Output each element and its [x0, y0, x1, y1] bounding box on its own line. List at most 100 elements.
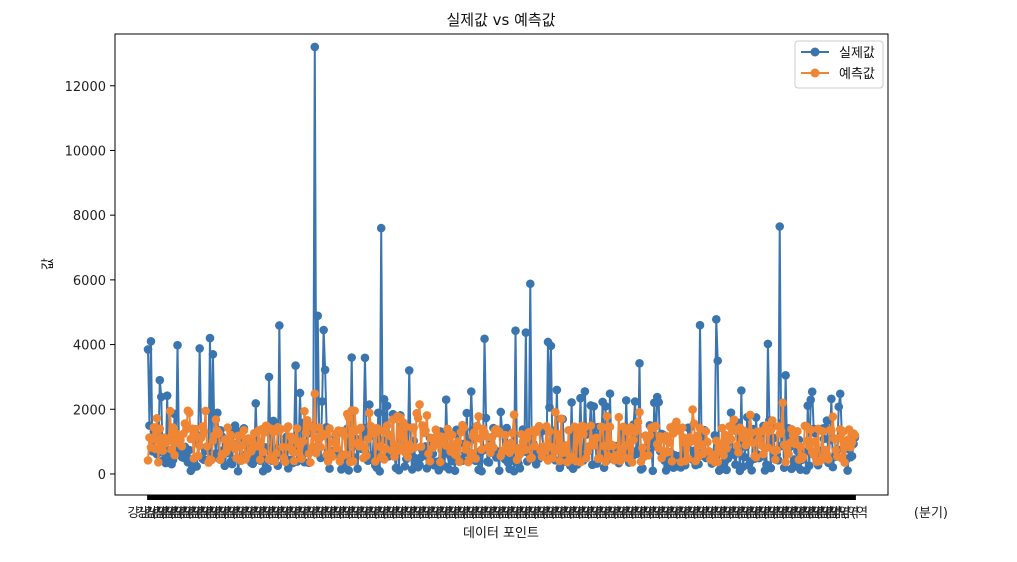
predicted-point — [644, 451, 653, 460]
predicted-point — [348, 457, 358, 466]
predicted-point — [455, 457, 464, 467]
x-tick-label: 강남(역 — [172, 506, 213, 521]
predicted-point — [627, 458, 637, 467]
predicted-point — [633, 417, 643, 427]
predicted-point — [415, 400, 424, 409]
actual-point — [360, 353, 370, 363]
actual-point — [843, 466, 852, 475]
x-axis-label: 데이터 포인트 — [463, 526, 539, 541]
predicted-point — [340, 431, 349, 440]
actual-point — [347, 353, 356, 362]
x-tick-label: 강남(역 — [650, 506, 691, 521]
x-tick-label: 강남(역 — [198, 506, 239, 521]
predicted-point — [185, 408, 194, 418]
predicted-point — [385, 430, 395, 440]
actual-point — [213, 408, 222, 418]
actual-point — [835, 389, 845, 399]
predicted-point — [220, 435, 230, 444]
x-tick-label: 강남(역 — [367, 506, 408, 521]
predicted-point — [238, 441, 247, 450]
predicted-point — [509, 410, 519, 419]
x-tick-label: 강남(역 — [234, 506, 275, 521]
actual-point — [185, 445, 194, 455]
actual-point — [462, 408, 472, 418]
predicted-point — [143, 456, 153, 465]
actual-point — [847, 451, 857, 461]
x-tick-label: 강남(역 — [243, 506, 284, 521]
actual-point — [269, 416, 278, 426]
x-tick-label: 강남(역 — [694, 506, 735, 521]
actual-point — [227, 459, 237, 469]
x-tick-label: 강남(역 — [393, 506, 434, 521]
predicted-point — [602, 411, 612, 421]
predicted-point — [211, 415, 221, 424]
actual-point — [722, 465, 731, 475]
predicted-point — [474, 412, 483, 421]
predicted-point — [154, 458, 163, 467]
predicted-point — [441, 441, 451, 450]
actual-point — [806, 395, 816, 405]
predicted-point — [629, 435, 638, 445]
predicted-point — [663, 447, 672, 457]
actual-point — [275, 321, 284, 330]
predicted-point — [614, 412, 624, 422]
actual-point — [781, 371, 790, 380]
x-tick-label: 강남(역 — [721, 506, 762, 521]
actual-point — [313, 311, 323, 321]
actual-point — [375, 466, 385, 476]
x-tick-label: 강남(역 — [313, 506, 354, 521]
predicted-point — [556, 414, 566, 424]
predicted-point — [170, 450, 179, 460]
actual-point — [711, 315, 721, 324]
x-tick-label: 강남(역 — [269, 506, 310, 521]
predicted-point — [759, 449, 768, 459]
x-tick-label: 강남(역 — [685, 506, 726, 521]
x-tick-label: 강남(역 — [136, 506, 177, 521]
x-tick-label: 강남(역 — [225, 506, 266, 521]
actual-point — [220, 461, 230, 471]
predicted-point — [555, 456, 565, 466]
predicted-point — [635, 407, 644, 417]
predicted-point — [834, 433, 844, 443]
x-tick-label: 강남(역 — [553, 506, 594, 521]
predicted-point — [734, 448, 743, 457]
predicted-point — [207, 455, 216, 465]
x-tick-label: 강남(역 — [747, 506, 788, 521]
predicted-point — [469, 428, 479, 437]
x-tick-label: 강남(역 — [765, 506, 806, 521]
actual-point — [353, 464, 362, 474]
x-tick-label: 강남(역 — [163, 506, 204, 521]
actual-point — [502, 423, 511, 433]
predicted-point — [289, 456, 299, 466]
predicted-point — [809, 450, 818, 460]
predicted-point — [435, 457, 445, 467]
predicted-point — [561, 441, 571, 450]
predicted-point — [298, 437, 308, 446]
x-tick-label: 강남(역 — [499, 506, 540, 521]
x-tick-label: 강남(역 — [207, 506, 248, 521]
predicted-point — [171, 429, 181, 438]
x-tick-label: 강남(역 — [154, 506, 195, 521]
legend: 실제값 예측값 — [794, 40, 884, 89]
predicted-point — [471, 454, 480, 463]
predicted-point — [548, 453, 557, 463]
predicted-point — [818, 426, 827, 436]
predicted-point — [586, 421, 596, 430]
predicted-point — [667, 457, 677, 466]
predicted-point — [390, 452, 399, 461]
predicted-point — [726, 434, 736, 444]
actual-point — [766, 463, 776, 473]
predicted-point — [545, 427, 554, 436]
predicted-point — [306, 458, 315, 467]
predicted-point — [151, 444, 160, 454]
predicted-point — [799, 452, 808, 462]
actual-point — [208, 349, 218, 359]
actual-point — [344, 466, 354, 475]
x-tick-label: 강남(역 — [482, 506, 523, 521]
x-tick-label: 강남(역 — [623, 506, 664, 521]
predicted-point — [283, 422, 293, 431]
predicted-point — [806, 425, 816, 434]
x-tick-label: 강남(역 — [305, 506, 346, 521]
predicted-point — [202, 442, 212, 451]
legend-marker-actual — [810, 47, 820, 57]
